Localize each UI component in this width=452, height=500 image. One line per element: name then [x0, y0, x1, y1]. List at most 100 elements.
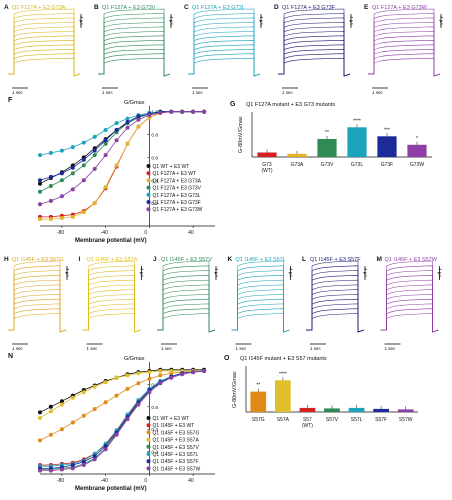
- current-trace: [278, 49, 351, 77]
- current-scale-label: 4 μA: [79, 16, 84, 25]
- current-trace: [98, 17, 171, 77]
- data-point: [136, 114, 141, 119]
- category-label: S57F: [375, 417, 387, 423]
- current-trace: [98, 35, 171, 77]
- data-point: [48, 198, 53, 203]
- panel-letter: L: [302, 256, 306, 263]
- data-point: [48, 432, 53, 437]
- current-trace: [188, 57, 261, 77]
- current-trace: [380, 289, 439, 333]
- panel-letter: O: [224, 355, 230, 362]
- fit-line: [39, 111, 205, 205]
- data-point: [92, 153, 97, 158]
- legend-entry: Q1 WT + E3 WT: [153, 416, 190, 422]
- data-point: [70, 187, 75, 192]
- data-point: [48, 217, 53, 222]
- current-trace: [8, 260, 67, 333]
- legend-entry: Q1 I145F + E3 S57V: [153, 445, 200, 451]
- current-trace: [8, 35, 81, 77]
- data-point: [38, 189, 42, 194]
- data-point: [114, 128, 119, 132]
- panel-g-bar-chart: G Q1 F127A mutant + E3 G73 mutants G-80mV/…: [230, 101, 432, 174]
- data-point: [169, 375, 174, 380]
- data-point: [147, 390, 152, 395]
- bar: [287, 153, 307, 157]
- panel-letter: B: [94, 4, 99, 11]
- bar: [347, 127, 367, 157]
- data-point: [59, 216, 64, 220]
- legend-entry: Q1 F127A + E3 G73A: [153, 178, 202, 184]
- data-point: [92, 454, 97, 459]
- data-point: [202, 369, 207, 373]
- time-scale-label: 1 sec: [236, 346, 248, 351]
- bar: [257, 152, 277, 157]
- current-trace: [380, 270, 439, 333]
- legend-marker: [146, 459, 151, 464]
- data-point: [103, 444, 108, 448]
- current-trace: [368, 49, 441, 77]
- panel-title: Q1 I145F + E3 S57F: [310, 257, 361, 263]
- data-point: [114, 121, 119, 126]
- fit-line: [39, 111, 205, 181]
- data-point: [92, 457, 97, 462]
- data-point: [136, 117, 141, 122]
- current-trace: [380, 260, 439, 333]
- panel-title: Q1 F127A + E3 G73V: [102, 5, 156, 11]
- current-trace: [8, 313, 67, 333]
- significance-label: **: [256, 383, 260, 389]
- x-axis-title: Membrane potential (mV): [75, 486, 147, 492]
- data-point: [48, 409, 53, 414]
- data-point: [103, 138, 108, 143]
- current-trace: [8, 284, 67, 333]
- data-point: [114, 393, 119, 398]
- time-scale-label: 1 sec: [282, 90, 294, 95]
- time-scale-label: 1 sec: [310, 346, 322, 351]
- current-trace: [157, 303, 216, 333]
- y-tick-label: 0.4: [151, 427, 158, 433]
- legend-marker: [146, 430, 151, 435]
- current-scale-label: 4 μA: [439, 16, 444, 25]
- data-point: [125, 120, 130, 124]
- bar: [317, 139, 337, 157]
- current-trace: [8, 49, 81, 77]
- data-point: [38, 217, 42, 222]
- current-trace: [231, 265, 290, 333]
- fit-line: [39, 370, 205, 441]
- current-trace: [278, 26, 351, 77]
- significance-label: ****: [353, 118, 361, 124]
- x-tick-label: 40: [188, 230, 194, 236]
- data-point: [81, 157, 86, 162]
- current-trace: [82, 270, 141, 333]
- panel-letter: N: [8, 353, 13, 360]
- data-point: [48, 468, 53, 473]
- panel-title: Q1 I145F + E3 S57L: [236, 257, 286, 263]
- current-trace: [368, 17, 441, 77]
- bar: [373, 408, 389, 412]
- y-axis-title: G-80mV/Gmax: [238, 116, 244, 153]
- current-trace: [157, 308, 216, 333]
- category-label: G73A: [291, 162, 304, 168]
- current-trace: [157, 265, 216, 333]
- current-trace: [380, 265, 439, 333]
- data-point: [103, 141, 108, 146]
- current-trace: [82, 265, 141, 333]
- data-point: [103, 128, 108, 132]
- current-trace: [82, 284, 141, 333]
- current-trace: [8, 53, 81, 77]
- data-point: [48, 404, 53, 409]
- category-label-sub: (WT): [302, 423, 313, 429]
- category-label: S57W: [399, 417, 413, 423]
- data-point: [48, 174, 53, 179]
- current-trace: [8, 308, 67, 333]
- data-point: [180, 372, 185, 377]
- current-trace: [157, 284, 216, 333]
- current-trace: [306, 313, 365, 333]
- data-point: [48, 184, 53, 188]
- significance-label: ****: [279, 371, 287, 377]
- x-tick-label: 0: [144, 230, 147, 236]
- fit-line: [40, 370, 205, 469]
- data-point: [125, 373, 130, 378]
